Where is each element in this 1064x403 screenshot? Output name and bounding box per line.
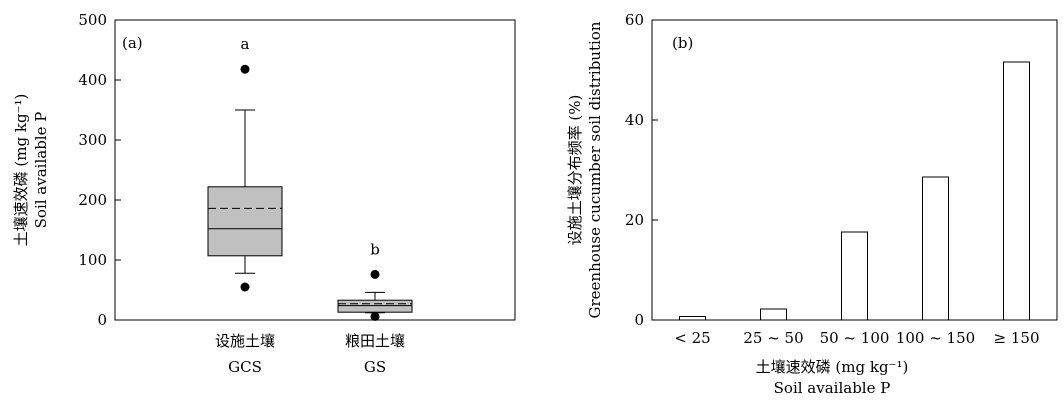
x-axis-ticks-b: < 25 25 ~ 50 50 ~ 100 100 ~ 150 ≥ 150 — [674, 329, 1039, 347]
y-tick-label: 60 — [625, 11, 644, 29]
y-tick-label: 100 — [78, 251, 107, 269]
outlier-point — [370, 269, 380, 279]
bar-series — [679, 61, 1030, 321]
box-group: a 设施土壤 GCS — [207, 35, 283, 376]
y-tick-label: 40 — [625, 111, 644, 129]
panel-label-a: (a) — [122, 34, 143, 52]
y-axis-label-b-line2: Greenhouse cucumber soil distribution — [586, 21, 604, 318]
outlier-point — [240, 64, 250, 74]
bar — [679, 316, 706, 321]
significance-letter: b — [370, 240, 380, 258]
x-tick-label: 25 ~ 50 — [743, 329, 803, 347]
y-axis-ticks-a: 0 100 200 300 400 500 — [78, 11, 121, 329]
y-axis-label-a-line2: Soil available P — [32, 112, 50, 229]
y-tick-label: 0 — [634, 311, 644, 329]
bar — [922, 176, 949, 321]
y-tick-label: 20 — [625, 211, 644, 229]
x-tick-label: ≥ 150 — [994, 329, 1040, 347]
bar-chart-panel: 0 20 40 60 < 25 25 ~ 50 50 ~ 100 100 ~ 150 ≥ 15… — [566, 11, 1058, 397]
x-tick-label-en: GS — [364, 358, 386, 376]
y-tick-label: 300 — [78, 131, 107, 149]
outlier-point — [240, 282, 250, 292]
x-tick-label-cn: 粮田土壤 — [345, 332, 405, 350]
x-tick-label-cn: 设施土壤 — [215, 332, 275, 350]
x-tick-label: 50 ~ 100 — [820, 329, 890, 347]
x-axis-label-b-line1: 土壤速效磷 (mg kg⁻¹) — [756, 358, 909, 376]
plot-frame-a — [114, 19, 516, 321]
x-tick-label: < 25 — [674, 329, 710, 347]
significance-letter: a — [241, 35, 250, 53]
y-axis-label-b-line1: 设施土壤分布频率 (%) — [566, 95, 584, 246]
panel-label-b: (b) — [672, 34, 693, 52]
outlier-point — [370, 311, 380, 321]
plot-area-a — [114, 19, 516, 321]
box-plot-panel: 0 100 200 300 400 500 a 设施土壤 GCS b 粮田土壤 GS (a) 土壤速… — [12, 11, 516, 376]
y-tick-label: 500 — [78, 11, 107, 29]
y-tick-label: 200 — [78, 191, 107, 209]
x-tick-label: 100 ~ 150 — [896, 329, 975, 347]
y-tick-label: 0 — [97, 311, 107, 329]
y-axis-ticks-b: 0 20 40 60 — [625, 11, 658, 329]
box-series: a 设施土壤 GCS b 粮田土壤 GS — [207, 35, 413, 376]
x-axis-label-b-line2: Soil available P — [774, 379, 891, 397]
y-tick-label: 400 — [78, 71, 107, 89]
y-axis-label-a-line1: 土壤速效磷 (mg kg⁻¹) — [12, 94, 30, 247]
box — [207, 186, 283, 257]
box-group: b 粮田土壤 GS — [337, 240, 413, 376]
box — [337, 299, 413, 313]
bar — [760, 308, 787, 321]
bar — [1003, 61, 1030, 321]
x-tick-label-en: GCS — [228, 358, 262, 376]
bar — [841, 231, 868, 321]
